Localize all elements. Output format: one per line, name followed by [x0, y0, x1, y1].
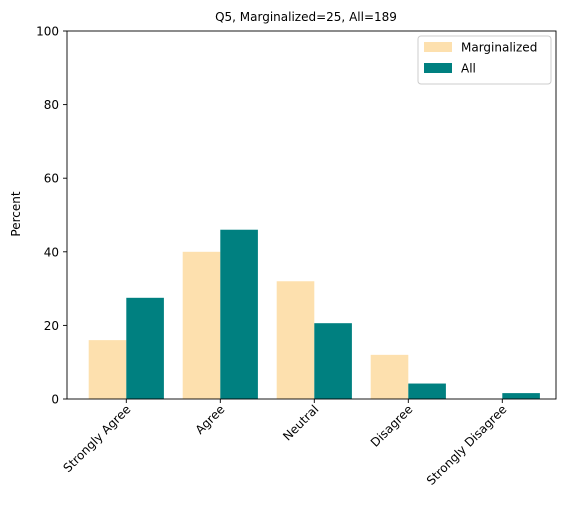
y-axis-label: Percent	[9, 191, 23, 236]
x-tick-label-4: Strongly Disagree	[424, 402, 510, 488]
legend-swatch-all	[424, 63, 452, 73]
legend-label-marginalized: Marginalized	[461, 41, 537, 55]
y-tick-label-2: 40	[44, 245, 59, 259]
y-tick-label-4: 80	[44, 98, 59, 112]
bar-all-0	[126, 297, 164, 399]
chart-title: Q5, Marginalized=25, All=189	[215, 10, 397, 24]
x-tick-label-0: Strongly Agree	[61, 402, 134, 475]
bar-all-3	[408, 383, 446, 399]
bar-all-2	[314, 323, 352, 399]
axes-group: 0 20 40 60 80 100 Strongly Agree Agree Neutral Di…	[36, 25, 557, 488]
bar-marginalized-2	[276, 281, 315, 399]
plot-frame	[66, 30, 557, 400]
bar-marginalized-1	[182, 251, 221, 399]
legend: Marginalized All	[417, 35, 552, 85]
y-tick-label-5: 100	[36, 25, 59, 39]
bar-all-4	[502, 393, 540, 399]
bar-marginalized-3	[370, 354, 409, 399]
bars-group	[88, 229, 540, 399]
legend-swatch-marginalized	[424, 42, 452, 52]
bar-marginalized-0	[88, 340, 127, 399]
y-tick-label-0: 0	[51, 393, 59, 407]
x-tick-label-2: Neutral	[280, 402, 321, 443]
x-tick-label-1: Agree	[193, 402, 228, 437]
x-tick-label-3: Disagree	[368, 402, 416, 450]
y-tick-label-3: 60	[44, 172, 59, 186]
bar-all-1	[220, 229, 258, 399]
legend-label-all: All	[461, 62, 476, 76]
y-tick-label-1: 20	[44, 319, 59, 333]
